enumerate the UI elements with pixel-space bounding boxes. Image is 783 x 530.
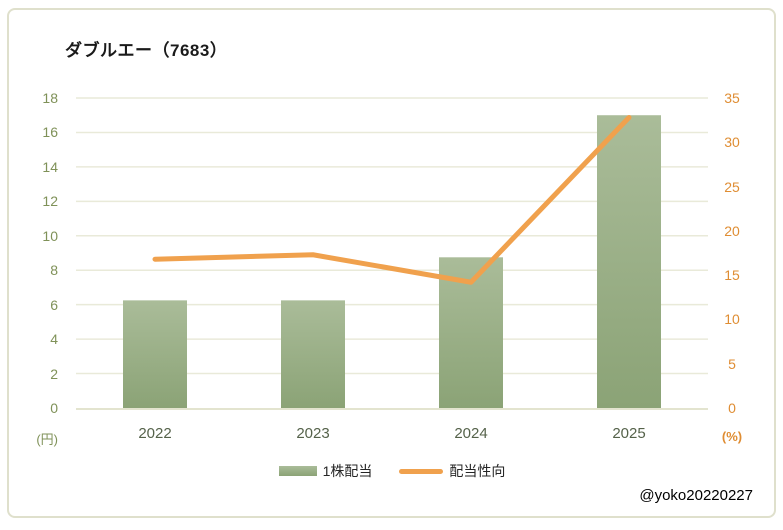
left-axis-tick: 0 xyxy=(50,400,58,416)
x-axis-label: 2023 xyxy=(296,425,330,442)
watermark: @yoko20220227 xyxy=(639,487,753,504)
legend-item-dividend: 1株配当 xyxy=(278,461,373,481)
x-axis-label: 2022 xyxy=(138,425,172,442)
right-axis-tick: 35 xyxy=(724,90,740,106)
bar-series-swatch-icon xyxy=(278,466,317,476)
left-axis-tick: 16 xyxy=(42,124,58,141)
left-axis-tick: 6 xyxy=(50,296,58,313)
left-axis-tick: 12 xyxy=(42,193,58,210)
right-axis-tick: 15 xyxy=(724,267,740,284)
x-axis-label: 2025 xyxy=(612,425,646,442)
legend-label-payout-ratio: 配当性向 xyxy=(449,463,506,479)
x-axis-label: 2024 xyxy=(454,425,488,442)
left-axis-tick: 18 xyxy=(42,90,58,106)
left-axis-tick: 14 xyxy=(42,158,58,175)
legend-item-payout-ratio: 配当性向 xyxy=(399,461,505,481)
bar-2023 xyxy=(281,300,345,408)
bar-series xyxy=(123,115,661,408)
right-axis-tick: 5 xyxy=(728,355,736,372)
bar-2025 xyxy=(597,115,661,408)
right-axis-unit-label: (%) xyxy=(721,429,743,444)
right-axis-tick: 10 xyxy=(724,311,740,328)
left-axis-tick: 8 xyxy=(50,262,58,279)
legend-label-dividend: 1株配当 xyxy=(322,463,373,479)
right-axis-tick: 20 xyxy=(724,222,740,239)
payout-ratio-line xyxy=(152,114,632,285)
line-series-swatch-icon xyxy=(399,468,444,474)
chart-title: ダブルエー（7683） xyxy=(65,41,228,60)
bar-2022 xyxy=(123,300,187,408)
right-axis-tick: 30 xyxy=(724,134,740,151)
left-axis-tick: 10 xyxy=(42,227,58,244)
left-axis-unit-label: (円) xyxy=(36,432,58,447)
right-axis-tick: 25 xyxy=(724,178,740,195)
chart-legend: 1株配当 配当性向 xyxy=(76,461,708,481)
left-axis-tick: 4 xyxy=(50,331,58,348)
left-axis-tick: 2 xyxy=(50,365,58,382)
right-axis-tick: 0 xyxy=(728,400,736,416)
